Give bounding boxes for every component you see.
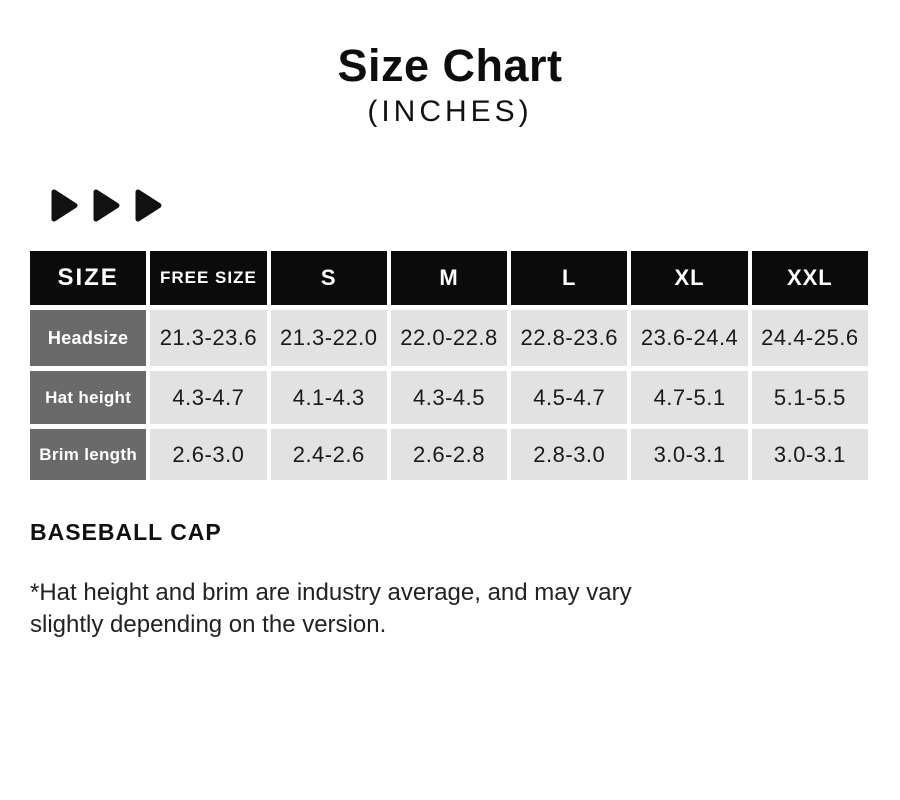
table-cell: 2.8-3.0 <box>511 429 628 480</box>
decorative-arrows <box>51 189 162 222</box>
row-label-hat-height: Hat height <box>30 371 147 424</box>
table-cell: 4.7-5.1 <box>631 371 748 424</box>
table-cell: 3.0-3.1 <box>631 429 748 480</box>
column-header-xxl: XXL <box>751 251 868 305</box>
table-cell: 5.1-5.5 <box>751 371 868 424</box>
table-cell: 22.8-23.6 <box>511 310 628 366</box>
page-title: Size Chart <box>337 40 563 91</box>
table-cell: 21.3-22.0 <box>270 310 387 366</box>
column-header-l: L <box>511 251 628 305</box>
table-cell: 22.0-22.8 <box>390 310 508 366</box>
column-header-xl: XL <box>631 251 748 305</box>
table-cell: 4.3-4.5 <box>390 371 508 424</box>
table-cell: 2.4-2.6 <box>270 429 387 480</box>
table-cell: 3.0-3.1 <box>751 429 868 480</box>
play-triangle-icon <box>51 189 78 222</box>
table-cell: 21.3-23.6 <box>150 310 267 366</box>
table-cell: 2.6-3.0 <box>150 429 267 480</box>
disclaimer-line: slightly depending on the version. <box>30 611 387 638</box>
units-subtitle: (INCHES) <box>367 95 533 128</box>
table-cell: 23.6-24.4 <box>631 310 748 366</box>
column-header-m: M <box>390 251 508 305</box>
play-triangle-icon <box>93 189 120 222</box>
table-cell: 2.6-2.8 <box>390 429 508 480</box>
disclaimer-line: *Hat height and brim are industry averag… <box>30 579 632 606</box>
size-table: SIZE FREE SIZE S M L XL XXL Headsize 21.… <box>30 251 868 480</box>
table-cell: 4.1-4.3 <box>270 371 387 424</box>
product-name-label: BASEBALL CAP <box>30 519 222 545</box>
row-label-brim-length: Brim length <box>30 429 147 480</box>
column-header-free-size: FREE SIZE <box>150 251 267 305</box>
table-cell: 4.3-4.7 <box>150 371 267 424</box>
row-label-headsize: Headsize <box>30 310 147 366</box>
disclaimer-note: *Hat height and brim are industry averag… <box>30 577 632 641</box>
column-header-s: S <box>270 251 387 305</box>
column-header-size: SIZE <box>30 251 147 305</box>
play-triangle-icon <box>135 189 162 222</box>
table-cell: 24.4-25.6 <box>751 310 868 366</box>
table-cell: 4.5-4.7 <box>511 371 628 424</box>
